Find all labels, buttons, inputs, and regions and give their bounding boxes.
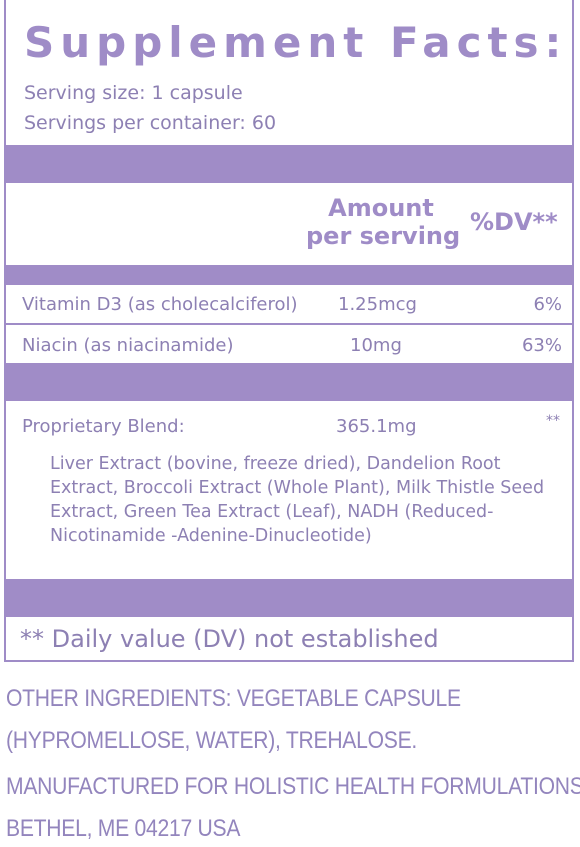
amount-header: Amount per serving (306, 194, 461, 250)
dv-header: %DV** (470, 208, 558, 236)
nutrient-dv: 63% (521, 335, 562, 356)
divider-bar (6, 265, 572, 285)
other-ingredients-line1: OTHER INGREDIENTS: VEGETABLE CAPSULE (6, 685, 461, 712)
serving-size: Serving size: 1 capsule (24, 82, 243, 104)
nutrient-name: Niacin (as niacinamide) (22, 335, 234, 356)
divider-bar (6, 363, 572, 401)
blend-name: Proprietary Blend: (22, 416, 185, 437)
nutrient-amount: 10mg (350, 335, 402, 356)
divider-bar (6, 579, 572, 617)
nutrient-name: Vitamin D3 (as cholecalciferol) (22, 294, 298, 315)
blend-amount: 365.1mg (336, 416, 417, 437)
divider-bar (6, 145, 572, 183)
nutrient-amount: 1.25mcg (338, 294, 417, 315)
blend-ingredients: Liver Extract (bovine, freeze dried), Da… (50, 454, 545, 546)
blend-dv: ** (546, 413, 560, 429)
supplement-facts-panel: Supplement Facts: Serving size: 1 capsul… (4, 0, 574, 662)
row-separator (6, 323, 572, 325)
amount-header-line2: per serving (306, 222, 461, 250)
dv-footnote: ** Daily value (DV) not established (20, 625, 439, 653)
nutrient-dv: 6% (533, 294, 562, 315)
amount-header-line1: Amount (328, 194, 434, 222)
other-ingredients-line2: (HYPROMELLOSE, WATER), TREHALOSE. (6, 727, 418, 754)
panel-title: Supplement Facts: (24, 18, 568, 67)
servings-per-container: Servings per container: 60 (24, 112, 277, 134)
manufacturer-line2: BETHEL, ME 04217 USA (6, 815, 241, 842)
manufacturer-line1: MANUFACTURED FOR HOLISTIC HEALTH FORMULA… (6, 773, 580, 800)
